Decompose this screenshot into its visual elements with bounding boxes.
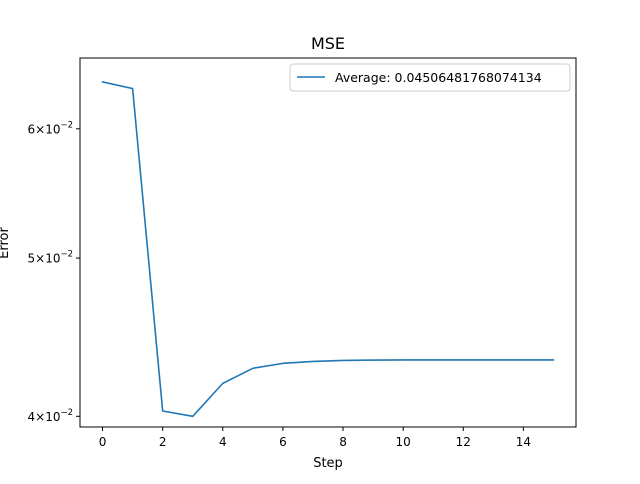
x-tick-label: 8 [339,435,347,449]
plot-area: 0 2 4 6 8 10 12 14 4×10−2 5×10−2 6×10−2 [28,57,577,449]
x-tick-label: 4 [219,435,227,449]
y-axis-label: Error [0,227,12,259]
y-tick-label: 5×10−2 [28,250,74,266]
y-tick-label: 4×10−2 [28,408,74,424]
x-tick-label: 2 [159,435,167,449]
y-tick-label: 6×10−2 [28,120,74,136]
legend-box [289,63,571,92]
legend-label: Average: 0.04506481768074134 [335,70,542,85]
x-tick-label: 10 [396,435,411,449]
chart-title: MSE [311,34,345,53]
x-tick-label: 14 [516,435,531,449]
series-line [101,80,555,418]
x-tick-label: 6 [279,435,287,449]
legend: Average: 0.04506481768074134 [289,63,571,92]
x-tick-label: 0 [99,435,107,449]
x-axis-label: Step [313,456,343,471]
axes-frame [79,57,577,428]
x-tick-label: 12 [456,435,471,449]
